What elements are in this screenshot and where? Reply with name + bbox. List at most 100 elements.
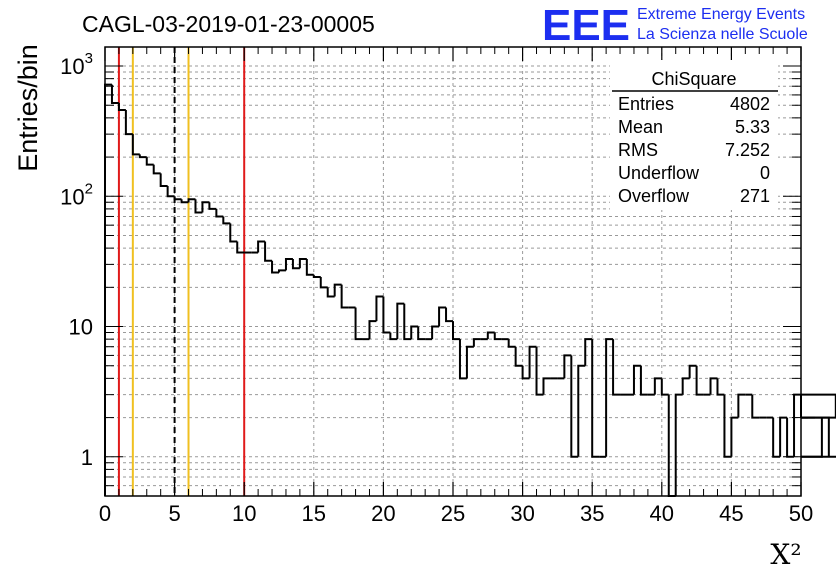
histogram-bin [138, 154, 147, 159]
histogram-bin [389, 332, 398, 341]
y-tick-label: 1 [81, 445, 93, 470]
histogram-bin [291, 259, 300, 270]
y-axis-label: Entries/bin [13, 44, 43, 172]
histogram-bin [514, 346, 523, 367]
eee-logo-line2: La Scienza nelle Scuole [637, 26, 808, 43]
histogram-bin [660, 378, 669, 396]
x-tick-label: 40 [650, 501, 674, 526]
histogram-bin [354, 307, 363, 341]
histogram-bin [173, 196, 182, 201]
histogram-bin [264, 241, 273, 262]
chart-title: CAGL-03-2019-01-23-00005 [82, 11, 375, 37]
x-tick-label: 0 [99, 501, 111, 526]
histogram-bin [493, 332, 502, 341]
histogram-bin [542, 377, 551, 395]
x-tick-label: 45 [719, 501, 743, 526]
histogram-bin [452, 321, 460, 341]
histogram-bin [563, 354, 572, 379]
histogram-bin [801, 455, 836, 458]
x-axis-tick-labels: 0 5 10 15 20 25 30 35 40 45 50 [99, 501, 813, 526]
histogram-bin [278, 269, 286, 273]
x-tick-label: 5 [168, 501, 180, 526]
x-tick-label: 50 [789, 501, 813, 526]
y-tick-label: 103 [60, 50, 93, 79]
histogram-bin [271, 260, 279, 274]
stats-box: ChiSquare Entries 4802 Mean 5.33 RMS 7.252 Und… [610, 60, 778, 210]
histogram-bin [521, 365, 530, 380]
histogram-bin [801, 416, 836, 419]
histogram-bin [145, 157, 154, 166]
histogram-bin [458, 339, 467, 380]
histogram-bin [507, 339, 516, 348]
histogram-bin [486, 331, 495, 340]
eee-logo-mark: EEE [542, 1, 630, 50]
histogram-bin [772, 417, 781, 458]
histogram-bin [319, 277, 328, 289]
histogram-bin [305, 259, 314, 276]
histogram-bin [166, 185, 175, 198]
histogram-bin [403, 303, 412, 341]
histogram-bin [751, 394, 760, 419]
histogram-bin [417, 326, 426, 341]
y-tick-label: 10 [69, 315, 93, 340]
x-axis-label: X² [770, 538, 801, 571]
histogram-bin [222, 216, 231, 225]
stats-row-value: 7.252 [725, 140, 770, 160]
stats-row-label: Mean [618, 117, 663, 137]
histogram-bin [340, 284, 349, 309]
histogram-bin [584, 338, 593, 366]
histogram-bin [152, 164, 161, 175]
histogram-bin [695, 365, 704, 396]
stats-row-label: Entries [618, 94, 674, 114]
x-tick-label: 10 [232, 501, 256, 526]
histogram-bin [674, 393, 683, 496]
histogram-bin [653, 377, 662, 395]
histogram-bin [375, 295, 384, 322]
histogram-bin [396, 302, 405, 340]
histogram-bin [528, 345, 537, 379]
histogram-bin [194, 199, 203, 214]
y-axis-tick-labels: 1 10 102 103 [60, 50, 93, 470]
histogram-bin [535, 346, 544, 396]
histogram-bin [117, 103, 126, 111]
histogram-bin [368, 320, 377, 340]
histogram-bin [709, 377, 718, 395]
histogram-bin [632, 364, 641, 395]
histogram-bin [716, 378, 725, 396]
x-tick-label: 30 [510, 501, 534, 526]
stats-row-value: 4802 [730, 94, 770, 114]
histogram-bin [688, 364, 697, 379]
histogram-bin [110, 84, 119, 105]
histogram-bin [577, 364, 586, 457]
x-tick-label: 25 [441, 501, 465, 526]
histogram-bin [465, 345, 474, 379]
histogram-bin [236, 241, 245, 254]
histogram-bin [208, 202, 217, 210]
histogram-bin [229, 223, 238, 243]
histogram-bin [639, 365, 648, 396]
histogram-bin [737, 393, 746, 418]
histogram-bin [312, 274, 321, 279]
eee-logo: EEE Extreme Energy Events La Scienza nel… [542, 1, 808, 50]
histogram-bin [131, 134, 140, 156]
x-tick-label: 35 [580, 501, 604, 526]
histogram-bin [410, 325, 419, 340]
histogram-bin [612, 339, 621, 396]
histogram-bin [681, 377, 690, 395]
histogram-bin [284, 258, 293, 271]
histogram-bin [570, 355, 579, 458]
histogram-bin [382, 296, 391, 334]
stats-row-value: 5.33 [735, 117, 770, 137]
histogram-bin [201, 201, 210, 213]
stats-row-label: RMS [618, 140, 658, 160]
histogram-bin [124, 109, 133, 136]
eee-logo-line1: Extreme Energy Events [637, 6, 805, 23]
histogram-bin [159, 173, 168, 187]
histogram-bin [779, 416, 788, 457]
histogram-bin [591, 339, 600, 458]
stats-box-background [610, 60, 778, 210]
histogram-bin [215, 208, 224, 218]
histogram-bin [445, 307, 453, 323]
histogram-bin [333, 283, 342, 297]
